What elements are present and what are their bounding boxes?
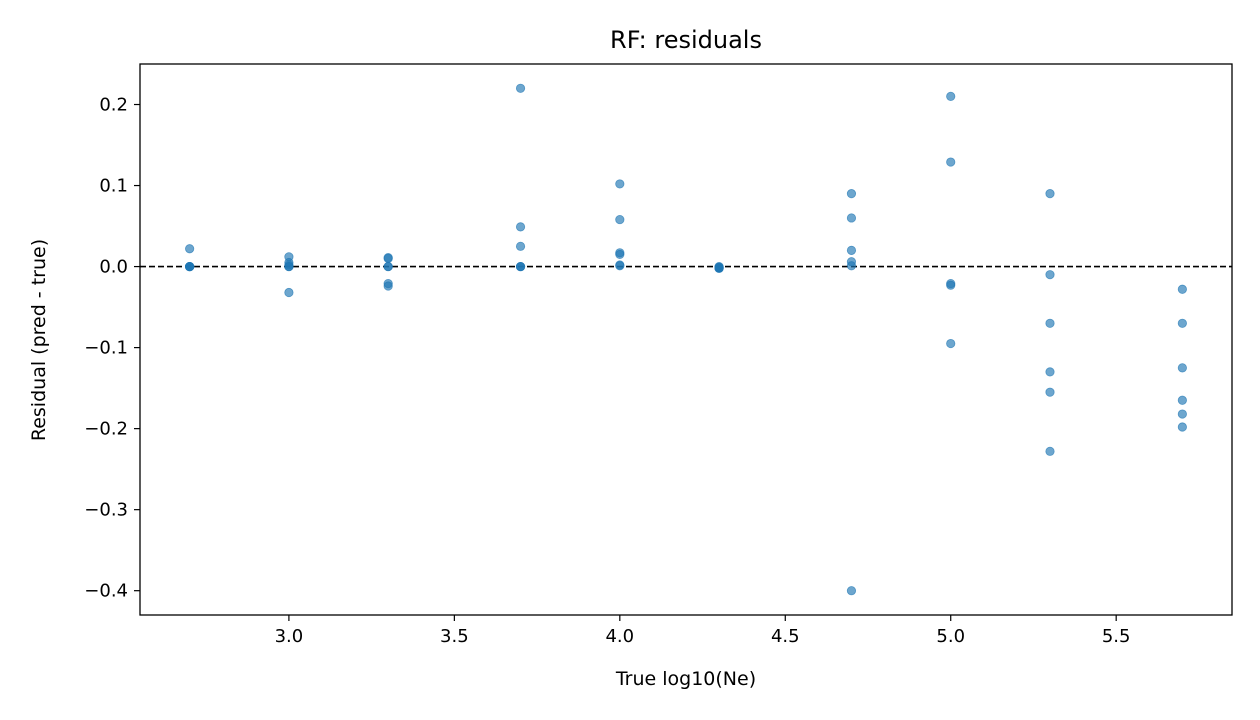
data-point	[1045, 367, 1055, 377]
data-point	[515, 83, 526, 93]
data-point	[383, 253, 393, 264]
data-point	[284, 261, 294, 272]
data-point	[615, 214, 625, 225]
data-point	[615, 179, 625, 189]
y-tick-label: 0.2	[99, 95, 128, 116]
data-point	[515, 241, 526, 251]
data-point	[1045, 446, 1055, 456]
data-point	[946, 338, 956, 349]
data-point	[1045, 318, 1055, 328]
data-point	[1177, 284, 1187, 294]
y-tick-label: −0.4	[84, 581, 128, 602]
data-point	[1045, 189, 1055, 199]
data-point	[1045, 387, 1055, 397]
data-point	[946, 91, 956, 102]
data-point	[846, 189, 857, 199]
data-point	[284, 287, 294, 298]
y-tick-label: 0.1	[99, 176, 128, 197]
data-point	[946, 157, 956, 167]
data-point	[515, 222, 526, 232]
y-axis-ticks: 0.2 0.1 0.0 −0.1 −0.2 −0.3 −0.4	[84, 95, 140, 602]
x-tick-label: 3.0	[275, 626, 304, 647]
data-point	[515, 261, 526, 272]
data-point	[383, 261, 393, 272]
data-point	[846, 586, 857, 596]
data-point	[185, 244, 195, 254]
data-point	[615, 261, 625, 271]
data-point	[846, 245, 857, 255]
data-point	[185, 261, 195, 272]
data-point	[1177, 409, 1187, 419]
data-point	[1177, 395, 1187, 405]
y-tick-label: −0.1	[84, 338, 128, 359]
chart-title: RF: residuals	[610, 26, 762, 54]
data-point	[615, 249, 625, 260]
x-tick-label: 5.0	[936, 626, 965, 647]
x-tick-label: 4.0	[605, 626, 634, 647]
data-point	[1177, 422, 1187, 432]
data-point	[846, 213, 857, 223]
x-axis-ticks: 3.0 3.5 4.0 4.5 5.0 5.5	[275, 615, 1131, 647]
plot-frame	[139, 63, 1233, 616]
data-point	[946, 280, 956, 290]
data-point	[1177, 363, 1187, 373]
y-tick-label: −0.3	[84, 500, 128, 521]
x-tick-label: 4.5	[771, 626, 800, 647]
data-point	[1177, 318, 1187, 328]
y-tick-label: 0.0	[99, 257, 128, 278]
y-tick-label: −0.2	[84, 419, 128, 440]
data-point	[846, 261, 857, 271]
x-axis-label: True log10(Ne)	[615, 668, 756, 690]
data-point	[1045, 270, 1055, 280]
x-tick-label: 3.5	[440, 626, 469, 647]
data-point	[383, 281, 393, 291]
data-point	[714, 263, 724, 273]
scatter-points	[185, 83, 1187, 596]
x-tick-label: 5.5	[1102, 626, 1131, 647]
y-axis-label: Residual (pred - true)	[28, 239, 50, 441]
